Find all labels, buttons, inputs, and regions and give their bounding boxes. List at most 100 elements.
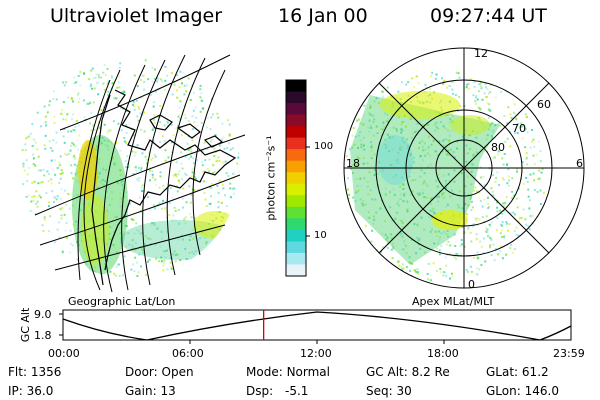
speckle-pixel [507, 106, 510, 109]
speckle-pixel [472, 154, 475, 157]
speckle-pixel [440, 245, 443, 247]
speckle-pixel [475, 238, 478, 241]
speckle-pixel [55, 141, 58, 144]
speckle-pixel [443, 196, 446, 199]
speckle-pixel [159, 121, 162, 124]
speckle-pixel [526, 163, 529, 166]
speckle-pixel [182, 187, 185, 190]
speckle-pixel [122, 274, 124, 277]
speckle-pixel [125, 124, 128, 127]
speckle-pixel [403, 192, 406, 195]
speckle-pixel [31, 181, 34, 184]
speckle-pixel [233, 172, 236, 175]
speckle-pixel [138, 108, 141, 111]
speckle-pixel [391, 245, 394, 248]
speckle-pixel [436, 196, 439, 199]
speckle-pixel [490, 187, 493, 190]
speckle-pixel [392, 176, 395, 178]
speckle-pixel [502, 205, 505, 208]
speckle-pixel [413, 86, 416, 89]
speckle-pixel [401, 235, 404, 238]
colorbar-segment [286, 252, 306, 266]
speckle-pixel [67, 130, 70, 133]
speckle-pixel [72, 143, 75, 146]
speckle-pixel [513, 103, 516, 106]
speckle-pixel [422, 123, 425, 126]
speckle-pixel [385, 238, 388, 241]
speckle-pixel [411, 190, 414, 193]
speckle-pixel [177, 209, 180, 211]
speckle-pixel [448, 85, 451, 87]
speckle-pixel [55, 198, 58, 201]
speckle-pixel [349, 168, 352, 170]
speckle-pixel [400, 219, 403, 222]
speckle-pixel [390, 237, 393, 240]
speckle-pixel [456, 140, 459, 143]
speckle-pixel [432, 210, 435, 213]
speckle-pixel [388, 137, 391, 140]
speckle-pixel [144, 243, 147, 246]
speckle-pixel [408, 261, 411, 264]
speckle-pixel [183, 84, 186, 87]
speckle-pixel [371, 144, 373, 147]
speckle-pixel [208, 170, 211, 173]
speckle-pixel [515, 197, 518, 200]
speckle-pixel [452, 92, 454, 95]
speckle-pixel [467, 82, 470, 85]
speckle-pixel [409, 117, 412, 120]
speckle-pixel [31, 122, 34, 125]
speckle-pixel [168, 214, 171, 217]
speckle-pixel [375, 97, 378, 100]
speckle-pixel [64, 229, 67, 232]
speckle-pixel [194, 235, 197, 238]
speckle-pixel [397, 261, 400, 264]
speckle-pixel [437, 230, 440, 233]
speckle-pixel [422, 149, 424, 152]
speckle-pixel [168, 202, 171, 205]
speckle-pixel [119, 149, 122, 152]
speckle-pixel [146, 162, 148, 165]
speckle-pixel [435, 121, 438, 124]
speckle-pixel [25, 195, 28, 198]
speckle-pixel [158, 260, 161, 263]
speckle-pixel [123, 90, 126, 93]
speckle-pixel [525, 223, 528, 226]
speckle-pixel [29, 210, 32, 212]
speckle-pixel [209, 140, 212, 143]
speckle-pixel [392, 188, 395, 191]
speckle-pixel [420, 164, 423, 167]
speckle-pixel [414, 178, 417, 181]
speckle-pixel [118, 86, 121, 89]
speckle-pixel [177, 238, 180, 241]
speckle-pixel [466, 175, 469, 178]
speckle-pixel [75, 120, 78, 123]
speckle-pixel [202, 170, 205, 173]
speckle-pixel [348, 148, 351, 151]
speckle-pixel [137, 271, 140, 274]
speckle-pixel [58, 161, 61, 164]
speckle-pixel [88, 78, 91, 81]
colorbar-segment [286, 195, 306, 208]
speckle-pixel [505, 253, 508, 256]
speckle-pixel [524, 113, 527, 116]
speckle-pixel [212, 164, 215, 167]
speckle-pixel [480, 176, 483, 179]
speckle-pixel [236, 162, 239, 165]
speckle-pixel [159, 245, 162, 248]
speckle-pixel [190, 216, 193, 219]
ip-value: 36.0 [26, 384, 54, 398]
speckle-pixel [514, 112, 517, 115]
speckle-pixel [106, 82, 109, 85]
speckle-pixel [502, 202, 505, 205]
speckle-pixel [424, 83, 427, 86]
speckle-pixel [34, 164, 36, 167]
speckle-pixel [192, 237, 195, 240]
speckle-pixel [448, 134, 451, 137]
speckle-pixel [497, 123, 500, 126]
speckle-pixel [510, 243, 512, 246]
altitude-plot [59, 309, 572, 344]
geographic-image [21, 59, 240, 278]
speckle-pixel [355, 191, 358, 194]
speckle-pixel [178, 86, 181, 89]
speckle-pixel [362, 200, 365, 202]
